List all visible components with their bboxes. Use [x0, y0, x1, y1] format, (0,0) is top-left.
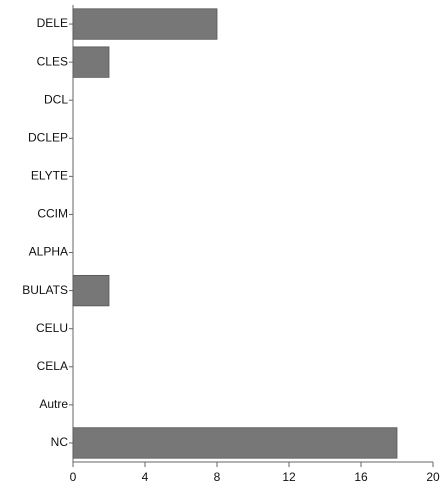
x-tick-label: 0: [70, 470, 77, 484]
y-tick-label: Autre: [39, 397, 68, 411]
bar: [72, 46, 110, 78]
y-tick-label: CLES: [37, 54, 68, 68]
bar: [72, 427, 398, 459]
x-tick-label: 12: [282, 470, 296, 484]
y-tick-label: ELYTE: [31, 169, 68, 183]
y-tick-label: CCIM: [37, 207, 68, 221]
y-tick-label: DELE: [37, 16, 68, 30]
x-tick-label: 16: [354, 470, 368, 484]
bar: [72, 8, 218, 40]
bar: [72, 274, 110, 307]
y-tick-label: BULATS: [22, 283, 68, 297]
y-tick-label: DCL: [44, 92, 68, 106]
y-tick-label: DCLEP: [28, 130, 68, 144]
x-tick-label: 4: [142, 470, 149, 484]
y-tick-label: ALPHA: [29, 245, 68, 259]
y-tick-label: NC: [51, 435, 69, 449]
y-tick-label: CELU: [36, 321, 68, 335]
x-tick-label: 20: [426, 470, 440, 484]
y-tick-label: CELA: [37, 359, 68, 373]
x-tick-label: 8: [214, 470, 221, 484]
